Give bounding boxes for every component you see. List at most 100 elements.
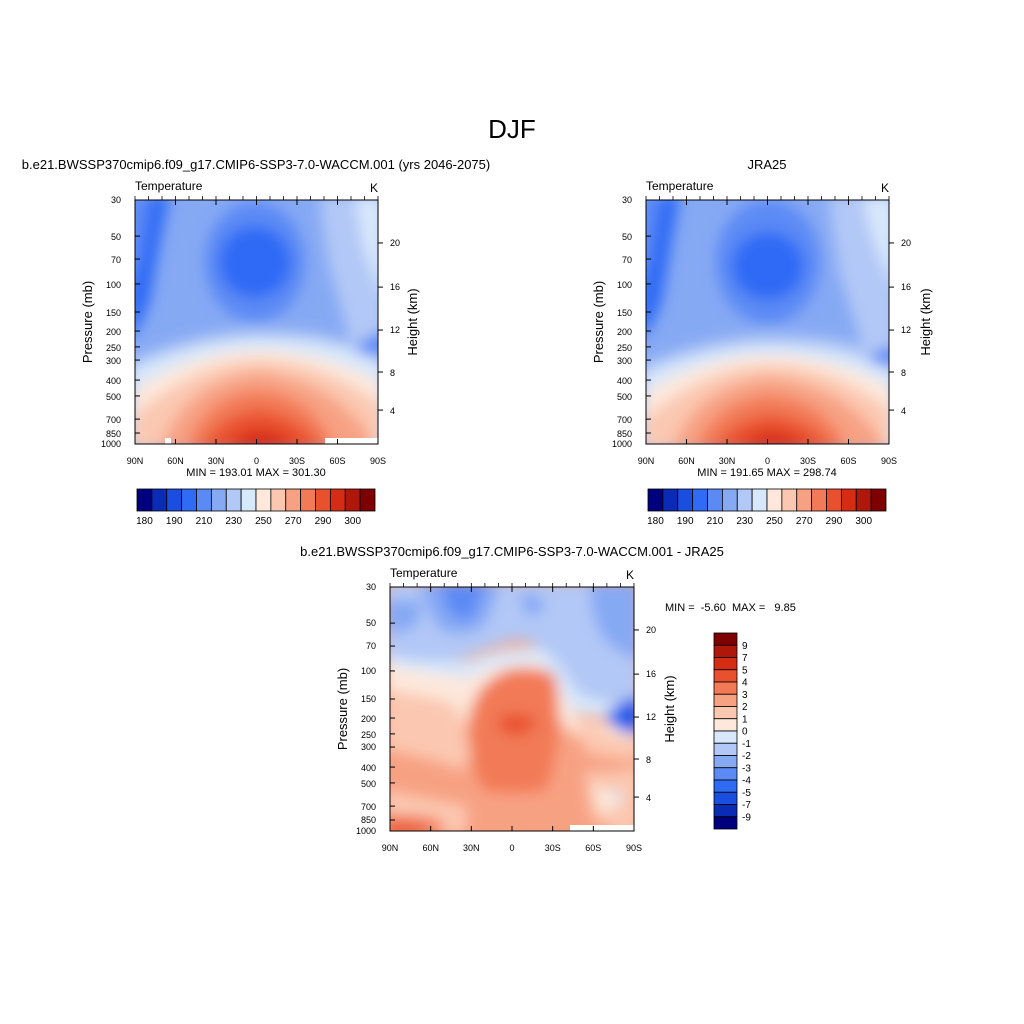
colorbar-label: 270 [285, 516, 302, 527]
panel-model-xtick: 0 [254, 456, 259, 466]
colorbar-swatch [315, 488, 331, 512]
panel-diff-ytick: 200 [361, 714, 376, 724]
colorbar-swatch [692, 488, 708, 512]
panel-obs-field [646, 200, 889, 444]
panel-model-left-label: Temperature [135, 179, 203, 193]
panel-obs-xtick: 90N [638, 456, 655, 466]
panel-model-title: b.e21.BWSSP370cmip6.f09_g17.CMIP6-SSP3-7… [22, 157, 490, 172]
panel-diff-xtick: 90N [382, 843, 399, 853]
colorbar-label: 3 [742, 690, 748, 701]
panel-obs-right-label: K [881, 181, 889, 195]
colorbar-swatch [713, 730, 738, 744]
panel-model-ytick: 300 [106, 356, 121, 366]
colorbar-label: 230 [736, 516, 753, 527]
colorbar-swatch [181, 488, 197, 512]
colorbar-swatch [225, 488, 242, 512]
panel-diff-xtick: 60S [585, 843, 601, 853]
colorbar-label: -9 [742, 812, 751, 823]
colorbar-swatch [736, 488, 753, 512]
colorbar-label: -5 [742, 788, 751, 799]
colorbar-swatch [677, 488, 694, 512]
panel-model-xtick: 60N [167, 456, 184, 466]
panel-model-htick: 20 [390, 238, 400, 248]
panel-obs-xtick: 90S [881, 456, 897, 466]
colorbar-swatch [329, 488, 346, 512]
colorbar-swatch [166, 488, 183, 512]
panel-diff-htick: 12 [646, 712, 656, 722]
panel-obs-left-label: Temperature [646, 179, 714, 193]
panel-obs-htick: 4 [901, 406, 906, 416]
panel-obs-xtick: 30N [719, 456, 736, 466]
colorbar-swatch [796, 488, 813, 512]
panel-diff-xtick: 0 [509, 843, 514, 853]
colorbar-swatch [136, 488, 153, 512]
colorbar-swatch [751, 488, 768, 512]
panel-diff-ytick: 150 [361, 694, 376, 704]
panel-model-htick: 4 [390, 406, 395, 416]
colorbar-label: 250 [255, 516, 272, 527]
colorbar-swatch [707, 488, 723, 512]
panel-model-htick: 16 [390, 282, 400, 292]
colorbar-label: 250 [766, 516, 783, 527]
panel-model-ytick: 30 [111, 195, 121, 205]
panel-model-ytick: 400 [106, 376, 121, 386]
panel-obs-tickmarks [645, 196, 894, 445]
colorbar-label: 230 [225, 516, 242, 527]
panel-obs-ytick: 100 [617, 280, 632, 290]
panel-obs-ytick: 1000 [612, 439, 632, 449]
panel-model-ytick: 100 [106, 280, 121, 290]
colorbar-swatch [713, 657, 738, 671]
panel-obs-htick: 20 [901, 238, 911, 248]
panel-obs-htick: 8 [901, 368, 906, 378]
panel-diff-field [390, 587, 634, 831]
colorbar-label: 180 [647, 516, 664, 527]
colorbar-swatch [270, 488, 287, 512]
colorbar-label: 2 [742, 702, 748, 713]
panel-obs-height-ticks: 20 16 12 8 4 [901, 238, 911, 416]
colorbar-label: -1 [742, 739, 751, 750]
colorbar-label: 7 [742, 653, 748, 664]
panel-diff-htick: 4 [646, 793, 651, 803]
panel-diff-ytick: 50 [366, 618, 376, 628]
panel-obs-ytick: 400 [617, 376, 632, 386]
figure-title: DJF [488, 114, 536, 144]
colorbar-swatch [300, 488, 316, 512]
panel-model-htick: 12 [390, 325, 400, 335]
panel-model-ytick: 700 [106, 415, 121, 425]
colorbar-swatch [713, 755, 738, 769]
panel-obs-ytick: 850 [617, 429, 632, 439]
colorbar-swatch [255, 488, 272, 512]
panel-model-x-ticks: 90N 60N 30N 0 30S 60S 90S [127, 456, 386, 466]
panel-model-stats: MIN = 193.01 MAX = 301.30 [186, 467, 325, 479]
panel-obs-xtick: 60S [840, 456, 856, 466]
panel-model-xtick: 60S [329, 456, 345, 466]
panel-obs-title: JRA25 [747, 157, 786, 172]
panel-diff-xtick: 30N [463, 843, 480, 853]
colorbar-swatch [359, 488, 376, 512]
colorbar-swatch [713, 669, 738, 683]
panel-diff-ytick: 100 [361, 666, 376, 676]
colorbar-label: 9 [742, 641, 748, 652]
panel-diff-ytick: 70 [366, 641, 376, 651]
panel-diff: b.e21.BWSSP370cmip6.f09_g17.CMIP6-SSP3-7… [300, 544, 796, 853]
panel-diff-xtick: 90S [626, 843, 642, 853]
colorbar-swatch [713, 681, 738, 695]
colorbar-swatch [196, 488, 212, 512]
colorbar-swatch [840, 488, 857, 512]
colorbar-swatch [721, 488, 738, 512]
colorbar-swatch [647, 488, 664, 512]
colorbar-swatch [766, 488, 783, 512]
colorbar-swatch [240, 488, 257, 512]
colorbar-swatch [713, 693, 738, 707]
panel-obs-x-ticks: 90N 60N 30N 0 30S 60S 90S [638, 456, 897, 466]
panel-model-ytick: 150 [106, 308, 121, 318]
colorbar-swatch [151, 488, 168, 512]
colorbar-label: -3 [742, 763, 751, 774]
colorbar-label: 210 [196, 516, 213, 527]
colorbar-swatch [713, 816, 738, 830]
panel-obs-htick: 12 [901, 325, 911, 335]
colorbar-label: 300 [855, 516, 872, 527]
panel-diff-htick: 20 [646, 625, 656, 635]
panel-obs-ytick: 200 [617, 327, 632, 337]
